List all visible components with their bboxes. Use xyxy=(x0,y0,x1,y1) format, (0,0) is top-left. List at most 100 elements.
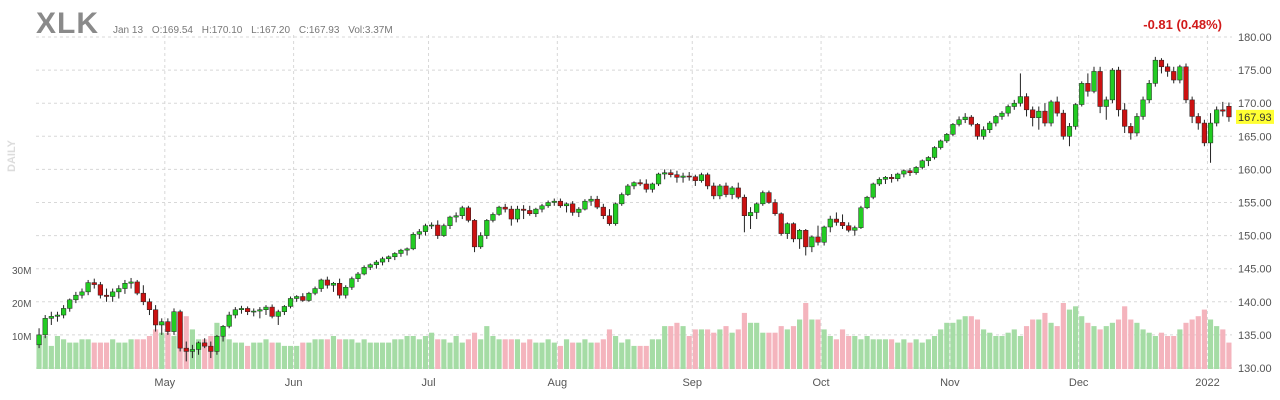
candle-body xyxy=(373,261,379,265)
time-tick-label: Dec xyxy=(1069,377,1089,389)
candle-body xyxy=(527,210,533,215)
volume-bar xyxy=(484,326,490,369)
candle-body xyxy=(245,308,251,312)
volume-bar xyxy=(355,342,361,369)
volume-bar xyxy=(386,342,392,369)
volume-bar xyxy=(1066,309,1073,369)
candle-body xyxy=(42,318,48,336)
candle-body xyxy=(1146,83,1152,101)
volume-bar xyxy=(876,339,882,369)
candle-body xyxy=(760,192,766,205)
price-tick-label: 165.00 xyxy=(1238,131,1272,143)
candle-body xyxy=(637,182,643,185)
price-tick-label: 160.00 xyxy=(1238,164,1272,176)
volume-bar xyxy=(925,339,931,369)
volume-bar xyxy=(159,332,165,369)
time-axis: May Jun Jul Aug Sep Oct Nov Dec 2022 xyxy=(154,377,1219,389)
volume-bar xyxy=(600,339,606,369)
candle-body xyxy=(987,122,993,130)
candle-body xyxy=(606,215,613,224)
candle-body xyxy=(772,202,778,215)
candle-body xyxy=(1214,109,1220,124)
volume-bar xyxy=(987,332,993,369)
volume-bar xyxy=(852,336,858,369)
volume-bar xyxy=(1122,306,1128,369)
volume-bar xyxy=(1036,319,1042,369)
candle-body xyxy=(674,174,680,178)
volume-bar xyxy=(901,339,907,369)
volume-bar xyxy=(563,339,570,369)
candle-body xyxy=(821,226,827,243)
candle-body xyxy=(1122,109,1128,127)
candle-body xyxy=(429,224,435,227)
candle-body xyxy=(1177,66,1183,81)
last-price-label: 167.93 xyxy=(1238,112,1272,124)
volume-bar xyxy=(778,326,784,369)
candle-body xyxy=(122,283,128,289)
time-tick-label: May xyxy=(154,377,175,389)
ticker-symbol: XLK xyxy=(36,7,99,40)
candle-body xyxy=(195,342,202,350)
volume-bar xyxy=(1177,329,1183,369)
candle-body xyxy=(803,230,809,248)
candle-body xyxy=(386,256,392,260)
candle-body xyxy=(294,296,300,299)
candle-body xyxy=(447,216,453,226)
candle-body xyxy=(91,282,97,285)
candle-body xyxy=(852,227,858,231)
volume-bar xyxy=(637,345,643,369)
candle-body xyxy=(686,175,692,178)
volume-bar xyxy=(61,339,67,369)
volume-bar xyxy=(655,339,662,369)
candle-body xyxy=(680,175,686,178)
volume-bar xyxy=(478,339,484,369)
volume-bar xyxy=(551,342,557,369)
volume-bar xyxy=(1214,326,1220,369)
volume-bar xyxy=(257,342,263,369)
candle-body xyxy=(330,283,337,286)
volume-bar xyxy=(1091,326,1097,369)
volume-bar xyxy=(324,339,330,369)
candle-body xyxy=(913,167,919,173)
candle-body xyxy=(355,273,361,279)
candle-body xyxy=(238,308,245,310)
volume-bar xyxy=(343,339,349,369)
candle-body xyxy=(864,196,870,209)
volume-bar xyxy=(1054,326,1060,369)
candle-body xyxy=(103,294,110,297)
candle-body xyxy=(1189,99,1195,117)
time-tick-label: 2022 xyxy=(1195,377,1219,389)
candle-body xyxy=(1066,126,1073,137)
volume-bar xyxy=(521,342,527,369)
volume-bar xyxy=(410,336,416,369)
volume-bar xyxy=(251,342,257,369)
volume-bar xyxy=(1097,329,1103,369)
volume-bar xyxy=(502,339,508,369)
volume-bar xyxy=(858,339,864,369)
candle-body xyxy=(711,185,717,197)
volume-bar xyxy=(453,336,459,369)
candle-body xyxy=(465,207,471,221)
volume-bar xyxy=(116,342,122,369)
candle-body xyxy=(907,170,913,173)
candle-body xyxy=(202,342,208,347)
volume-bar xyxy=(1030,319,1036,369)
close-value: C:167.93 xyxy=(298,25,340,36)
volume-bar xyxy=(1134,322,1140,369)
volume-bar xyxy=(1005,332,1011,369)
volume-bar xyxy=(275,342,281,369)
volume-bar xyxy=(232,342,238,369)
volume-bar xyxy=(269,342,275,369)
candle-body xyxy=(85,282,91,293)
candle-body xyxy=(73,294,79,301)
volume-bar xyxy=(1165,336,1171,369)
volume-bar xyxy=(606,329,613,369)
candle-body xyxy=(570,203,576,213)
time-tick-label: Aug xyxy=(548,377,568,389)
candle-body xyxy=(416,231,422,235)
candle-body xyxy=(521,208,527,211)
volume-bar xyxy=(238,342,245,369)
candle-body xyxy=(404,248,410,251)
candle-body xyxy=(1207,122,1214,144)
